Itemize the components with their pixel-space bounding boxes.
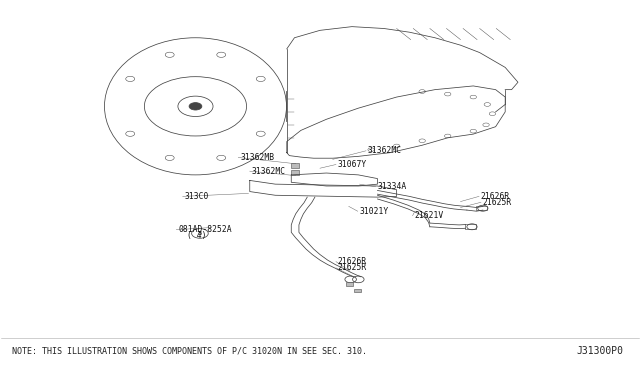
- Bar: [291, 163, 299, 168]
- Bar: [465, 224, 476, 229]
- Text: 21621V: 21621V: [415, 211, 444, 220]
- Text: 081AD-8252A: 081AD-8252A: [178, 225, 232, 234]
- Text: 31362MC: 31362MC: [368, 146, 402, 155]
- Text: 31362MC: 31362MC: [252, 167, 286, 176]
- Text: 31021Y: 31021Y: [360, 207, 389, 216]
- Text: 31334A: 31334A: [378, 182, 407, 191]
- Text: NOTE: THIS ILLUSTRATION SHOWS COMPONENTS OF P/C 31020N IN SEE SEC. 310.: NOTE: THIS ILLUSTRATION SHOWS COMPONENTS…: [12, 346, 367, 355]
- Text: 313C0: 313C0: [184, 192, 209, 201]
- Bar: [476, 206, 487, 211]
- Text: 31067Y: 31067Y: [338, 160, 367, 169]
- Text: 21626R: 21626R: [338, 257, 367, 266]
- Text: 31362MB: 31362MB: [240, 153, 275, 162]
- Text: 21625R: 21625R: [338, 263, 367, 272]
- Text: 21625R: 21625R: [483, 198, 512, 207]
- Circle shape: [189, 103, 202, 110]
- Text: 21626R: 21626R: [481, 192, 510, 201]
- Bar: [355, 289, 361, 292]
- Text: ( 4): ( 4): [187, 231, 207, 240]
- Bar: [346, 282, 353, 286]
- Bar: [291, 170, 299, 175]
- Text: J31300P0: J31300P0: [577, 346, 623, 356]
- Text: 3: 3: [198, 231, 202, 236]
